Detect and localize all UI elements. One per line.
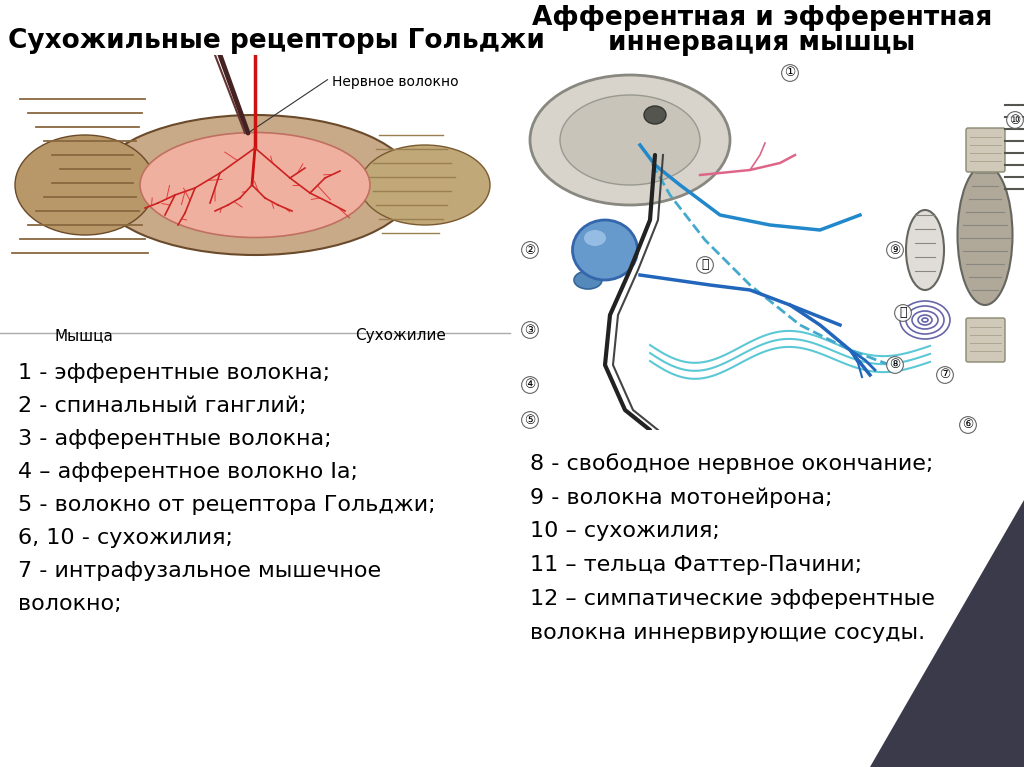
Text: 1 - эфферентные волокна;: 1 - эфферентные волокна; <box>18 363 330 383</box>
Text: ⑪: ⑪ <box>899 307 906 320</box>
Ellipse shape <box>584 230 606 246</box>
Text: Нервное волокно: Нервное волокно <box>332 75 459 89</box>
FancyBboxPatch shape <box>966 128 1005 172</box>
Text: ⑨: ⑨ <box>890 243 901 256</box>
Text: ⑫: ⑫ <box>701 258 709 272</box>
Text: 10 – сухожилия;: 10 – сухожилия; <box>530 521 720 541</box>
Ellipse shape <box>906 210 944 290</box>
Text: 12 – симпатические эфферентные: 12 – симпатические эфферентные <box>530 589 935 609</box>
Ellipse shape <box>140 133 370 238</box>
Text: ⑧: ⑧ <box>890 358 901 371</box>
Text: ④: ④ <box>524 378 536 391</box>
Text: ②: ② <box>524 243 536 256</box>
Ellipse shape <box>95 115 415 255</box>
Ellipse shape <box>574 271 602 289</box>
Text: волокно;: волокно; <box>18 594 122 614</box>
Ellipse shape <box>530 75 730 205</box>
Text: 5 - волокно от рецептора Гольджи;: 5 - волокно от рецептора Гольджи; <box>18 495 435 515</box>
Ellipse shape <box>560 95 700 185</box>
Polygon shape <box>870 500 1024 767</box>
Ellipse shape <box>644 106 666 124</box>
Ellipse shape <box>572 220 638 280</box>
Text: Афферентная и эфферентная: Афферентная и эфферентная <box>531 5 992 31</box>
Text: 8 - свободное нервное окончание;: 8 - свободное нервное окончание; <box>530 453 933 474</box>
Ellipse shape <box>957 165 1013 305</box>
Text: ③: ③ <box>524 324 536 337</box>
Text: ⑩: ⑩ <box>1010 114 1021 127</box>
Text: волокна иннервирующие сосуды.: волокна иннервирующие сосуды. <box>530 623 925 643</box>
Text: ①: ① <box>784 67 796 80</box>
Text: Сухожилие: Сухожилие <box>355 328 445 343</box>
Text: 6, 10 - сухожилия;: 6, 10 - сухожилия; <box>18 528 233 548</box>
Text: ⑥: ⑥ <box>963 419 974 432</box>
Text: 3 - афферентные волокна;: 3 - афферентные волокна; <box>18 429 332 449</box>
Text: 7 - интрафузальное мышечное: 7 - интрафузальное мышечное <box>18 561 381 581</box>
Ellipse shape <box>360 145 490 225</box>
Text: 9 - волокна мотонейрона;: 9 - волокна мотонейрона; <box>530 487 833 508</box>
Text: Мышца: Мышца <box>55 328 114 343</box>
Text: иннервация мышцы: иннервация мышцы <box>608 30 915 56</box>
Text: Сухожильные рецепторы Гольджи: Сухожильные рецепторы Гольджи <box>8 28 545 54</box>
Text: 4 – афферентное волокно Ia;: 4 – афферентное волокно Ia; <box>18 462 358 482</box>
Text: 11 – тельца Фаттер-Пачини;: 11 – тельца Фаттер-Пачини; <box>530 555 862 575</box>
Text: ⑦: ⑦ <box>939 368 950 381</box>
FancyBboxPatch shape <box>966 318 1005 362</box>
Ellipse shape <box>15 135 155 235</box>
Text: ⑤: ⑤ <box>524 413 536 426</box>
Text: 2 - спинальный ганглий;: 2 - спинальный ганглий; <box>18 396 306 416</box>
